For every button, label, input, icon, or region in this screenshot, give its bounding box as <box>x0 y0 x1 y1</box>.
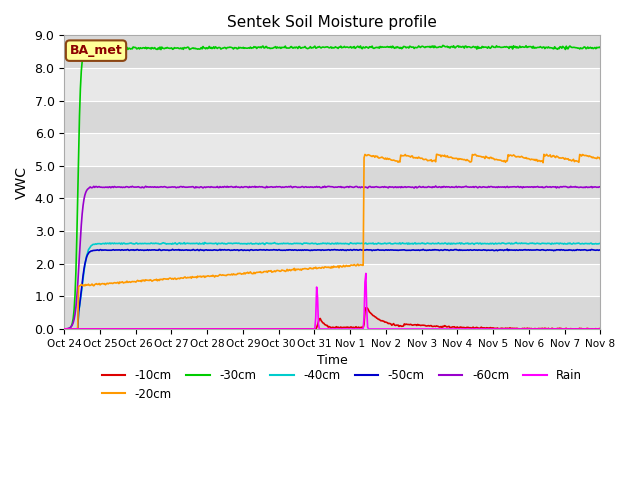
Title: Sentek Soil Moisture profile: Sentek Soil Moisture profile <box>227 15 437 30</box>
Y-axis label: VWC: VWC <box>15 166 29 199</box>
Bar <box>64 166 600 199</box>
Legend: -10cm, -20cm, -30cm, -40cm, -50cm, -60cm, Rain: -10cm, -20cm, -30cm, -40cm, -50cm, -60cm… <box>97 364 587 405</box>
Bar <box>64 36 600 68</box>
Bar <box>64 68 600 101</box>
Bar <box>64 199 600 231</box>
X-axis label: Time: Time <box>317 354 348 367</box>
Bar <box>64 296 600 329</box>
Bar <box>64 101 600 133</box>
Bar <box>64 231 600 264</box>
Text: BA_met: BA_met <box>70 44 122 57</box>
Bar <box>64 133 600 166</box>
Bar <box>64 264 600 296</box>
